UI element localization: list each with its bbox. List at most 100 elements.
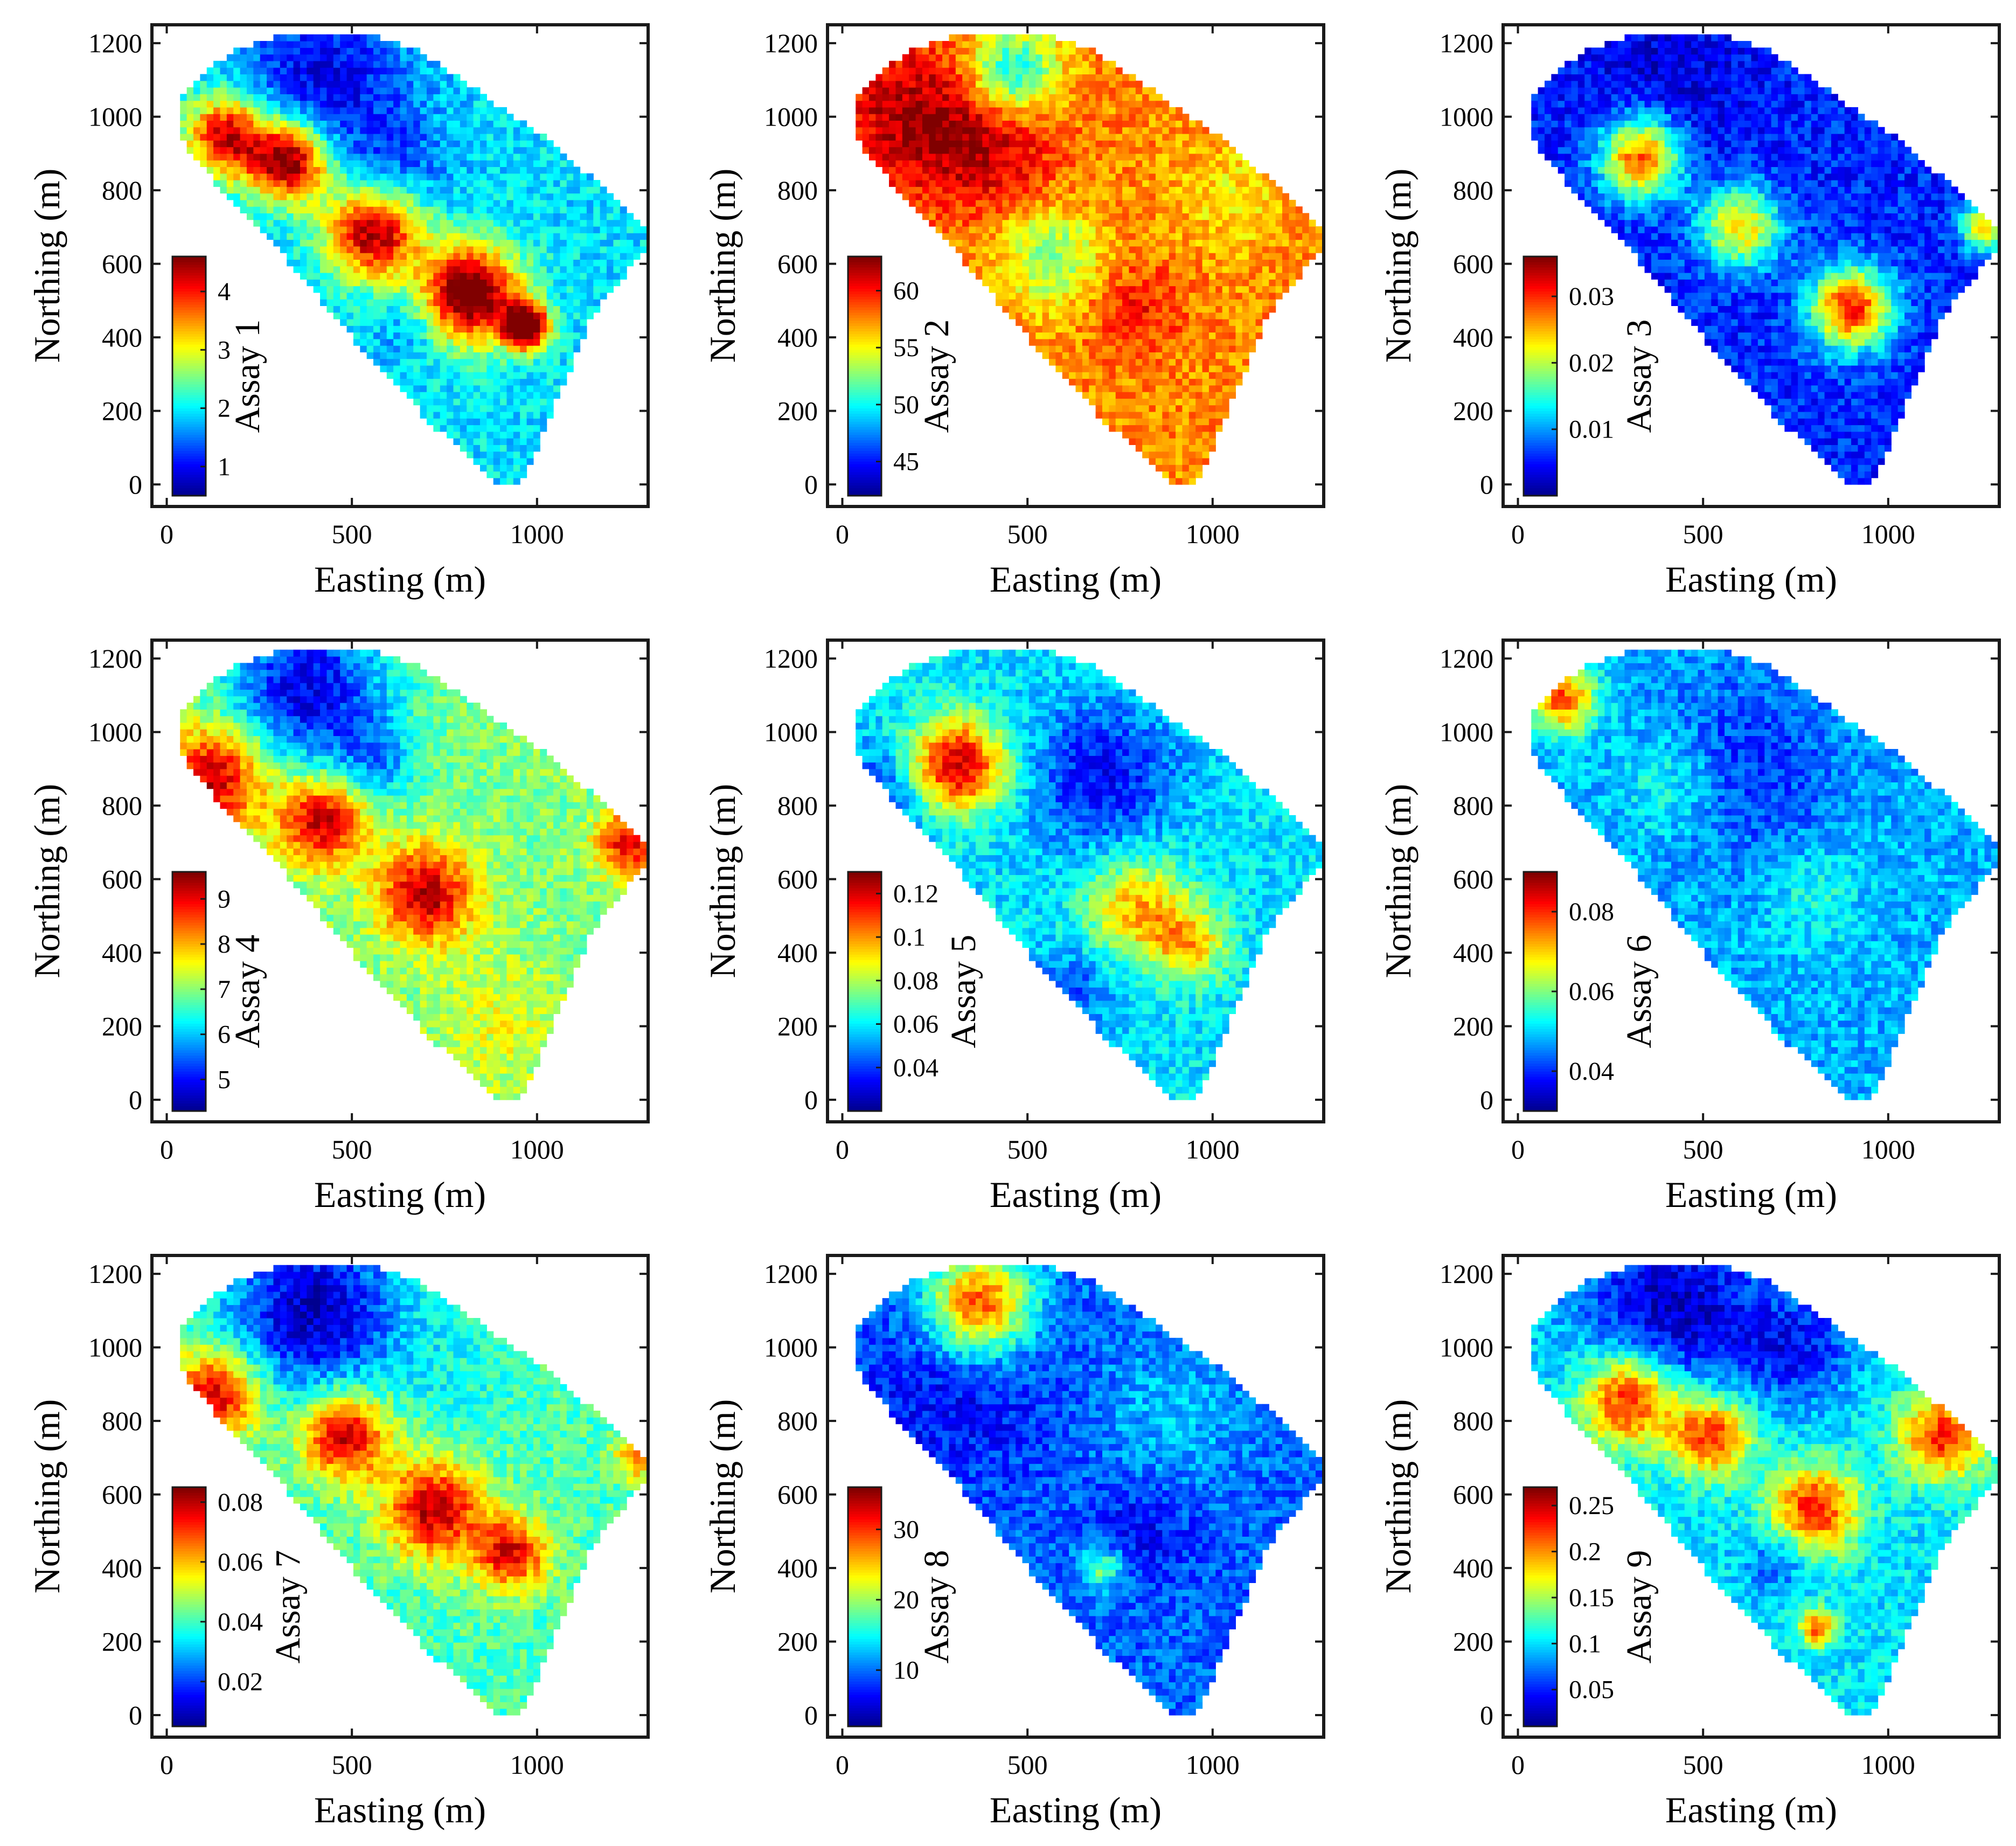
heat-cell [247, 160, 254, 167]
heat-cell [440, 233, 447, 240]
heat-cell [400, 240, 407, 247]
heat-cell [440, 154, 447, 161]
heat-cell [220, 147, 227, 154]
heat-cell [267, 74, 274, 81]
heat-cell [440, 352, 447, 359]
heat-cell [287, 127, 294, 134]
heat-cell [447, 166, 454, 174]
heat-cell [294, 266, 301, 273]
heat-cell [400, 266, 407, 273]
heat-cell [380, 107, 387, 114]
heat-cell [240, 81, 247, 88]
heat-cell [447, 273, 454, 280]
heat-cell [440, 339, 447, 346]
heat-cell [260, 186, 267, 193]
heat-cell [240, 180, 247, 187]
heat-cell [187, 114, 194, 121]
heat-cell [326, 200, 333, 207]
heat-cell [373, 226, 380, 233]
heat-cell [247, 180, 254, 187]
heat-cell [400, 81, 407, 88]
heat-cell [433, 226, 440, 233]
heat-cell [253, 120, 260, 127]
heat-cell [407, 306, 414, 313]
heat-cell [300, 200, 307, 207]
heat-cell [247, 47, 254, 54]
heat-cell [407, 120, 414, 127]
heat-cell [340, 299, 347, 306]
heat-cell [433, 365, 440, 372]
heat-cell [320, 246, 327, 253]
heat-cell [453, 438, 460, 445]
heat-cell [347, 313, 354, 320]
heat-cell [400, 372, 407, 379]
heat-cell [453, 379, 460, 386]
heat-cell [380, 41, 387, 48]
heat-cell [260, 134, 267, 141]
heat-cell [387, 147, 394, 154]
heat-cell [440, 206, 447, 213]
heat-cell [260, 94, 267, 101]
heat-cell [407, 87, 414, 94]
heat-cell [267, 101, 274, 108]
heat-cell [387, 372, 394, 379]
heat-cell [240, 101, 247, 108]
heat-cell [326, 259, 333, 266]
heat-cell [453, 140, 460, 147]
heat-cell [267, 107, 274, 114]
heat-cell [333, 67, 340, 74]
heat-cell [220, 134, 227, 141]
heat-cell [453, 385, 460, 392]
heat-cell [373, 266, 380, 273]
heat-cell [227, 134, 234, 141]
heat-cell [413, 166, 420, 174]
heat-cell [260, 206, 267, 213]
heat-cell [347, 246, 354, 253]
heat-cell [367, 313, 374, 320]
heat-cell [420, 107, 427, 114]
heat-cell [227, 154, 234, 161]
heat-cell [320, 94, 327, 101]
heat-cell [353, 220, 360, 227]
heat-cell [460, 174, 467, 181]
heat-cell [220, 127, 227, 134]
heat-cell [340, 293, 347, 300]
heat-cell [207, 94, 214, 101]
heat-cell [253, 193, 260, 200]
heat-cell [360, 253, 367, 260]
heat-cell [207, 147, 214, 154]
heat-cell [387, 220, 394, 227]
heat-cell [433, 352, 440, 359]
heat-cell [380, 246, 387, 253]
heat-cell [320, 81, 327, 88]
heat-cell [373, 166, 380, 174]
heat-cell [307, 253, 314, 260]
heat-cell [420, 61, 427, 68]
heat-cell [340, 166, 347, 174]
heat-cell [393, 319, 400, 326]
heat-cell [267, 213, 274, 220]
heat-cell [447, 259, 454, 266]
heat-cell [227, 101, 234, 108]
heat-cell [347, 186, 354, 193]
heat-cell [227, 193, 234, 200]
heat-cell [387, 166, 394, 174]
heat-cell [427, 94, 434, 101]
heat-cell [400, 140, 407, 147]
heat-cell [294, 94, 301, 101]
heat-cell [280, 226, 287, 233]
heat-cell [200, 114, 207, 121]
heat-cell [420, 345, 427, 352]
heat-cell [307, 107, 314, 114]
heat-cell [367, 174, 374, 181]
heat-cell [314, 120, 321, 127]
heat-cell [294, 186, 301, 193]
heat-cell [300, 266, 307, 273]
heat-cell [427, 206, 434, 213]
heat-cell [193, 114, 200, 121]
heat-cell [420, 81, 427, 88]
heat-cell [433, 134, 440, 141]
heat-cell [460, 180, 467, 187]
heat-cell [280, 47, 287, 54]
heat-cell [233, 74, 240, 81]
